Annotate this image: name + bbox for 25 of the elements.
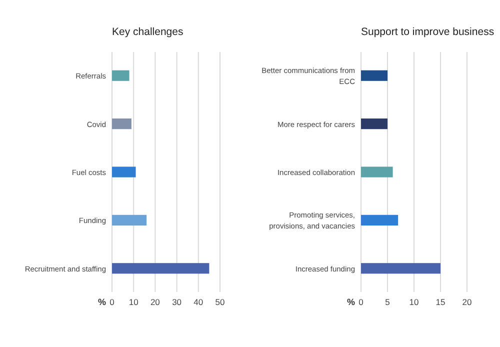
bar	[112, 70, 130, 81]
chart-title: Support to improve business	[361, 26, 494, 38]
bar	[112, 118, 132, 130]
x-tick-label: 0	[358, 297, 364, 307]
bar	[361, 118, 388, 130]
x-tick-label: 10	[409, 297, 419, 307]
bar	[112, 166, 136, 178]
x-tick-label: 20	[462, 297, 472, 307]
x-tick-label: 50	[215, 297, 225, 307]
x-axis-title: %	[346, 297, 355, 307]
x-tick-label: 5	[385, 297, 390, 307]
bar	[361, 263, 440, 274]
x-tick-label: 0	[110, 297, 115, 307]
x-axis-title: %	[98, 297, 106, 307]
x-tick-label: 40	[194, 297, 204, 307]
x-tick-label: 10	[128, 297, 139, 307]
bar	[361, 214, 398, 226]
bar	[112, 263, 210, 274]
x-tick-label: 20	[150, 297, 160, 307]
x-tick-label: 15	[436, 297, 446, 307]
chart-title: Key challenges	[112, 26, 184, 38]
bar	[112, 214, 147, 226]
bar	[361, 166, 393, 178]
bar	[361, 70, 388, 81]
x-tick-label: 30	[172, 297, 182, 307]
